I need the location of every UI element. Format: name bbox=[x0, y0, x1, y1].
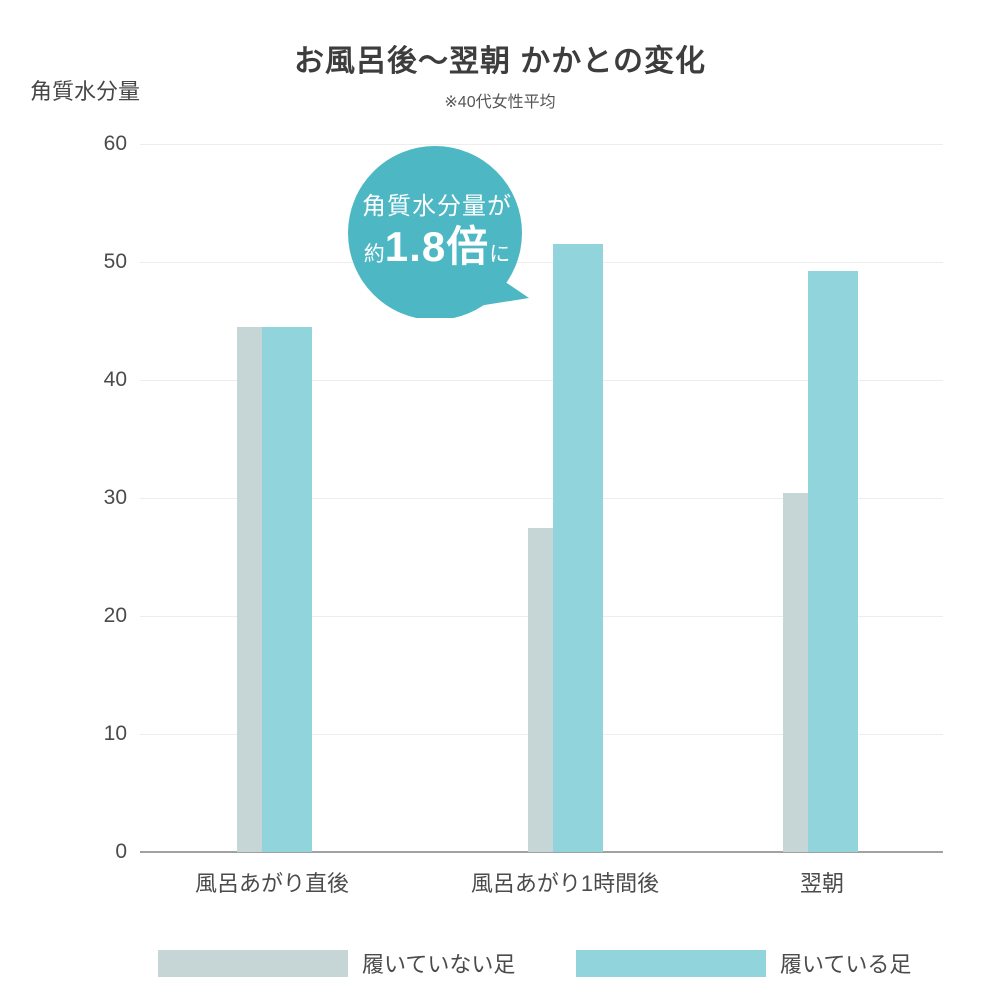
y-tick-label-0: 0 bbox=[115, 840, 127, 863]
bubble-line-1: 角質水分量が bbox=[362, 193, 512, 220]
plot-area: 0 10 20 30 40 50 60 風呂あがり直後 風呂あがり1時間後 翌朝 bbox=[104, 132, 943, 896]
bar-series2-風呂あがり1時間後 bbox=[553, 244, 603, 852]
y-tick-label-50: 50 bbox=[103, 250, 127, 273]
bubble-prefix: 約 bbox=[363, 243, 385, 266]
legend-label-1: 履いていない足 bbox=[362, 952, 516, 977]
gridline-60 bbox=[140, 144, 943, 145]
gridline-50 bbox=[140, 262, 943, 263]
chart-title: お風呂後〜翌朝 かかとの変化 bbox=[293, 45, 707, 78]
legend: 履いていない足 履いている足 bbox=[0, 947, 1000, 977]
y-tick-label-20: 20 bbox=[103, 604, 127, 627]
chart-subtitle: ※40代女性平均 bbox=[444, 94, 556, 111]
x-axis-line bbox=[140, 851, 943, 853]
y-tick-label-30: 30 bbox=[103, 486, 127, 509]
y-tick-label-10: 10 bbox=[103, 722, 127, 745]
bubble-circle bbox=[348, 146, 522, 318]
y-tick-label-40: 40 bbox=[103, 368, 127, 391]
annotation-bubble-text: 角質水分量が 約1.8倍に bbox=[349, 192, 525, 280]
x-axis-label-2: 風呂あがり1時間後 bbox=[470, 871, 660, 896]
legend-item-2: 履いている足 bbox=[576, 947, 911, 979]
bar-series2-翌朝 bbox=[808, 271, 858, 852]
bar-series2-風呂あがり直後 bbox=[262, 326, 312, 852]
x-axis-label-1: 風呂あがり直後 bbox=[194, 871, 350, 896]
bubble-value: 1.8倍 bbox=[384, 223, 490, 270]
y-tick-label-60: 60 bbox=[103, 132, 127, 155]
legend-label-2: 履いている足 bbox=[780, 952, 912, 977]
y-axis-unit-label: 角質水分量 bbox=[30, 79, 141, 104]
gridline-40 bbox=[140, 380, 943, 381]
x-axis-label-3: 翌朝 bbox=[799, 871, 845, 896]
annotation-bubble bbox=[348, 146, 529, 318]
legend-swatch-1 bbox=[158, 949, 348, 977]
legend-item-1: 履いていない足 bbox=[158, 947, 515, 979]
bubble-line-2: 約1.8倍に bbox=[349, 224, 525, 280]
gridline-30 bbox=[140, 498, 943, 499]
legend-swatch-2 bbox=[576, 949, 766, 977]
bubble-suffix: に bbox=[489, 243, 511, 266]
